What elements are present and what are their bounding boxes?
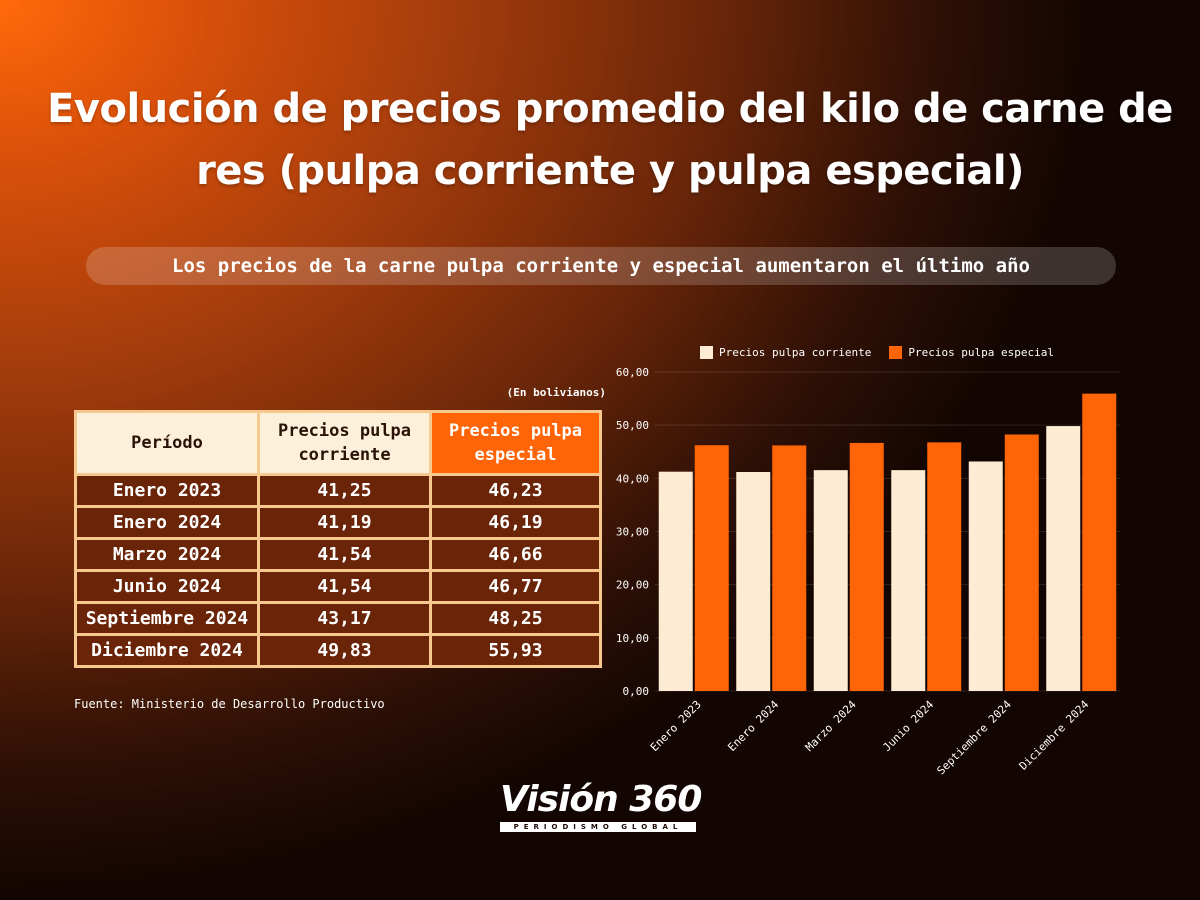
cell-especial: 48,25: [429, 601, 602, 636]
x-tick-label: Diciembre 2024: [1017, 698, 1092, 773]
cell-corriente: 49,83: [257, 633, 432, 668]
legend-label-especial: Precios pulpa especial: [908, 346, 1055, 359]
cell-periodo: Septiembre 2024: [74, 601, 260, 636]
legend-swatch-corriente: [700, 346, 713, 359]
cell-especial: 46,66: [429, 537, 602, 572]
cell-corriente: 41,25: [257, 473, 432, 508]
header-corriente: Precios pulpa corriente: [257, 410, 432, 476]
bar-corriente: [1046, 426, 1081, 691]
logo-wordmark: Visión 360: [500, 779, 702, 820]
cell-especial: 46,23: [429, 473, 602, 508]
x-tick-label: Septiembre 2024: [934, 698, 1014, 778]
bar-especial: [694, 445, 729, 691]
bar-corriente: [658, 471, 693, 691]
x-tick-label: Junio 2024: [880, 698, 936, 754]
y-tick-label: 10,00: [616, 632, 649, 645]
header-especial: Precios pulpa especial: [429, 410, 602, 476]
cell-periodo: Junio 2024: [74, 569, 260, 604]
table-row: Junio 2024 41,54 46,77: [74, 569, 602, 604]
price-table: Período Precios pulpa corriente Precios …: [74, 410, 602, 668]
table-row: Marzo 2024 41,54 46,66: [74, 537, 602, 572]
y-tick-label: 0,00: [623, 685, 650, 698]
legend-label-corriente: Precios pulpa corriente: [719, 346, 872, 359]
cell-especial: 46,19: [429, 505, 602, 540]
bar-corriente: [813, 470, 848, 691]
cell-especial: 46,77: [429, 569, 602, 604]
units-note: (En bolivianos): [506, 386, 606, 399]
bar-especial: [927, 442, 962, 691]
y-tick-label: 60,00: [616, 366, 649, 379]
bar-especial: [1082, 393, 1117, 691]
y-tick-label: 50,00: [616, 419, 649, 432]
legend-item-especial: Precios pulpa especial: [889, 346, 1054, 359]
chart-legend: Precios pulpa corriente Precios pulpa es…: [700, 346, 1054, 359]
cell-corriente: 43,17: [257, 601, 432, 636]
header-periodo: Período: [74, 410, 260, 476]
vision360-logo: Visión 360 PERIODISMO GLOBAL: [500, 780, 704, 836]
page-title: Evolución de precios promedio del kilo d…: [47, 86, 1173, 194]
y-tick-label: 20,00: [616, 579, 649, 592]
x-tick-label: Marzo 2024: [803, 698, 859, 754]
subtitle-banner: Los precios de la carne pulpa corriente …: [86, 247, 1116, 285]
cell-periodo: Diciembre 2024: [74, 633, 260, 668]
cell-periodo: Enero 2024: [74, 505, 260, 540]
x-tick-label: Enero 2024: [725, 698, 781, 754]
cell-corriente: 41,54: [257, 569, 432, 604]
table-row: Enero 2023 41,25 46,23: [74, 473, 602, 508]
x-tick-label: Enero 2023: [648, 698, 704, 754]
bar-especial: [772, 445, 807, 691]
legend-swatch-especial: [889, 346, 903, 359]
table-row: Enero 2024 41,19 46,19: [74, 505, 602, 540]
cell-corriente: 41,54: [257, 537, 432, 572]
logo-tagline: PERIODISMO GLOBAL: [500, 822, 696, 832]
cell-periodo: Marzo 2024: [74, 537, 260, 572]
bar-especial: [1004, 434, 1039, 691]
cell-corriente: 41,19: [257, 505, 432, 540]
subtitle-text: Los precios de la carne pulpa corriente …: [172, 255, 1030, 277]
table-row: Septiembre 2024 43,17 48,25: [74, 601, 602, 636]
bar-chart: 0,00 10,00 20,00 30,00 40,00 50,00 60,00 Enero …: [616, 366, 1120, 778]
cell-especial: 55,93: [429, 633, 602, 668]
table-header-row: Período Precios pulpa corriente Precios …: [74, 410, 602, 476]
bar-corriente: [968, 461, 1003, 691]
bar-corriente: [736, 472, 771, 691]
bar-especial: [849, 442, 884, 691]
bar-corriente: [891, 470, 926, 691]
cell-periodo: Enero 2023: [74, 473, 260, 508]
y-tick-label: 30,00: [616, 526, 649, 539]
y-tick-label: 40,00: [616, 472, 649, 485]
table-row: Diciembre 2024 49,83 55,93: [74, 633, 602, 668]
source-note: Fuente: Ministerio de Desarrollo Product…: [74, 697, 385, 711]
legend-item-corriente: Precios pulpa corriente: [700, 346, 871, 359]
